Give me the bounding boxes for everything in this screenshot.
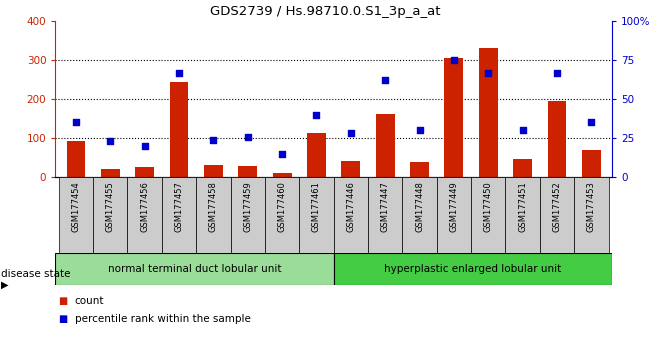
Bar bbox=[273, 173, 292, 177]
Text: GSM177460: GSM177460 bbox=[277, 181, 286, 232]
Bar bbox=[299, 177, 333, 253]
Text: ■: ■ bbox=[59, 296, 68, 306]
Bar bbox=[410, 162, 429, 177]
Point bbox=[518, 127, 528, 133]
Text: GSM177447: GSM177447 bbox=[381, 181, 390, 232]
Bar bbox=[128, 177, 162, 253]
Bar bbox=[582, 150, 601, 177]
Text: GSM177455: GSM177455 bbox=[106, 181, 115, 232]
Bar bbox=[368, 177, 402, 253]
Bar bbox=[59, 177, 93, 253]
Bar bbox=[547, 101, 566, 177]
Bar bbox=[55, 253, 333, 285]
Bar bbox=[333, 253, 612, 285]
Text: GSM177450: GSM177450 bbox=[484, 181, 493, 232]
Point bbox=[139, 143, 150, 149]
Text: GSM177449: GSM177449 bbox=[449, 181, 458, 232]
Bar bbox=[93, 177, 128, 253]
Text: GSM177461: GSM177461 bbox=[312, 181, 321, 232]
Bar bbox=[265, 177, 299, 253]
Point bbox=[71, 120, 81, 125]
Point bbox=[380, 78, 391, 83]
Bar bbox=[402, 177, 437, 253]
Bar bbox=[574, 177, 609, 253]
Bar bbox=[101, 169, 120, 177]
Text: disease state: disease state bbox=[1, 269, 71, 279]
Bar bbox=[341, 161, 360, 177]
Point bbox=[277, 151, 287, 156]
Text: ▶: ▶ bbox=[1, 280, 9, 290]
Text: ■: ■ bbox=[59, 314, 68, 324]
Bar bbox=[445, 58, 464, 177]
Point bbox=[449, 57, 459, 63]
Text: GSM177459: GSM177459 bbox=[243, 181, 252, 232]
Text: GSM177451: GSM177451 bbox=[518, 181, 527, 232]
Point bbox=[243, 134, 253, 139]
Point bbox=[483, 70, 493, 75]
Bar bbox=[162, 177, 196, 253]
Text: GSM177454: GSM177454 bbox=[72, 181, 81, 232]
Text: GSM177448: GSM177448 bbox=[415, 181, 424, 232]
Bar bbox=[135, 167, 154, 177]
Text: GSM177456: GSM177456 bbox=[140, 181, 149, 232]
Text: GSM177457: GSM177457 bbox=[174, 181, 184, 232]
Bar bbox=[238, 166, 257, 177]
Bar bbox=[66, 141, 85, 177]
Point bbox=[174, 70, 184, 75]
Bar bbox=[505, 177, 540, 253]
Text: GDS2739 / Hs.98710.0.S1_3p_a_at: GDS2739 / Hs.98710.0.S1_3p_a_at bbox=[210, 5, 441, 18]
Point bbox=[414, 127, 424, 133]
Bar bbox=[513, 159, 532, 177]
Point bbox=[346, 131, 356, 136]
Point bbox=[586, 120, 596, 125]
Bar bbox=[196, 177, 230, 253]
Text: GSM177446: GSM177446 bbox=[346, 181, 355, 232]
Bar bbox=[204, 165, 223, 177]
Text: normal terminal duct lobular unit: normal terminal duct lobular unit bbox=[107, 264, 281, 274]
Text: GSM177453: GSM177453 bbox=[587, 181, 596, 232]
Point bbox=[208, 137, 219, 142]
Point bbox=[311, 112, 322, 118]
Text: GSM177458: GSM177458 bbox=[209, 181, 218, 232]
Text: GSM177452: GSM177452 bbox=[553, 181, 561, 232]
Bar bbox=[230, 177, 265, 253]
Bar bbox=[478, 48, 498, 177]
Text: count: count bbox=[75, 296, 104, 306]
Bar bbox=[437, 177, 471, 253]
Bar bbox=[471, 177, 505, 253]
Point bbox=[552, 70, 562, 75]
Point bbox=[105, 138, 115, 144]
Text: hyperplastic enlarged lobular unit: hyperplastic enlarged lobular unit bbox=[384, 264, 561, 274]
Bar bbox=[376, 114, 395, 177]
Bar bbox=[333, 177, 368, 253]
Bar bbox=[307, 133, 326, 177]
Text: percentile rank within the sample: percentile rank within the sample bbox=[75, 314, 251, 324]
Bar bbox=[169, 81, 189, 177]
Bar bbox=[540, 177, 574, 253]
